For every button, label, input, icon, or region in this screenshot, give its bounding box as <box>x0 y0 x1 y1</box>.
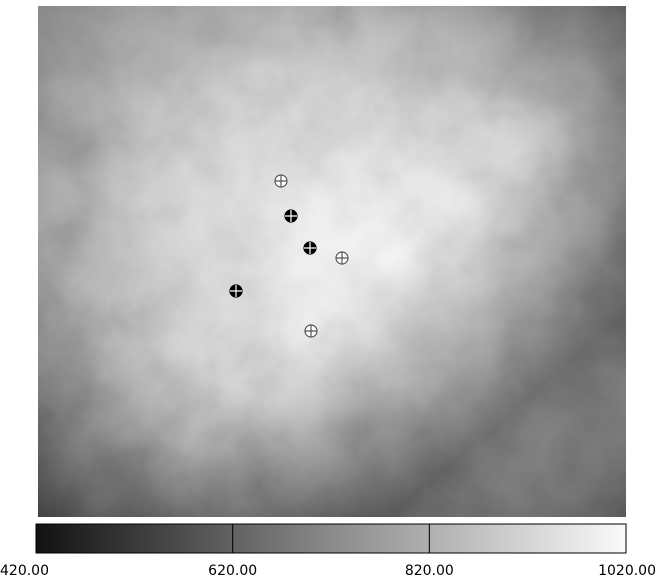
marker <box>305 325 317 337</box>
marker <box>285 210 297 222</box>
marker <box>275 175 287 187</box>
colorbar: 420.00 620.00 820.00 1020.00 <box>0 524 656 579</box>
colorbar-tick-label: 820.00 <box>405 563 454 579</box>
elevation-map <box>38 6 626 517</box>
marker <box>230 285 242 297</box>
marker <box>336 252 348 264</box>
colorbar-ramp <box>36 524 626 553</box>
colorbar-tick-label: 1020.00 <box>598 563 656 579</box>
page: 420.00 620.00 820.00 1020.00 <box>0 0 659 586</box>
marker <box>304 242 316 254</box>
colorbar-tick-label: 620.00 <box>208 563 257 579</box>
terrain-shade <box>38 6 626 517</box>
colorbar-tick-label: 420.00 <box>0 563 49 579</box>
